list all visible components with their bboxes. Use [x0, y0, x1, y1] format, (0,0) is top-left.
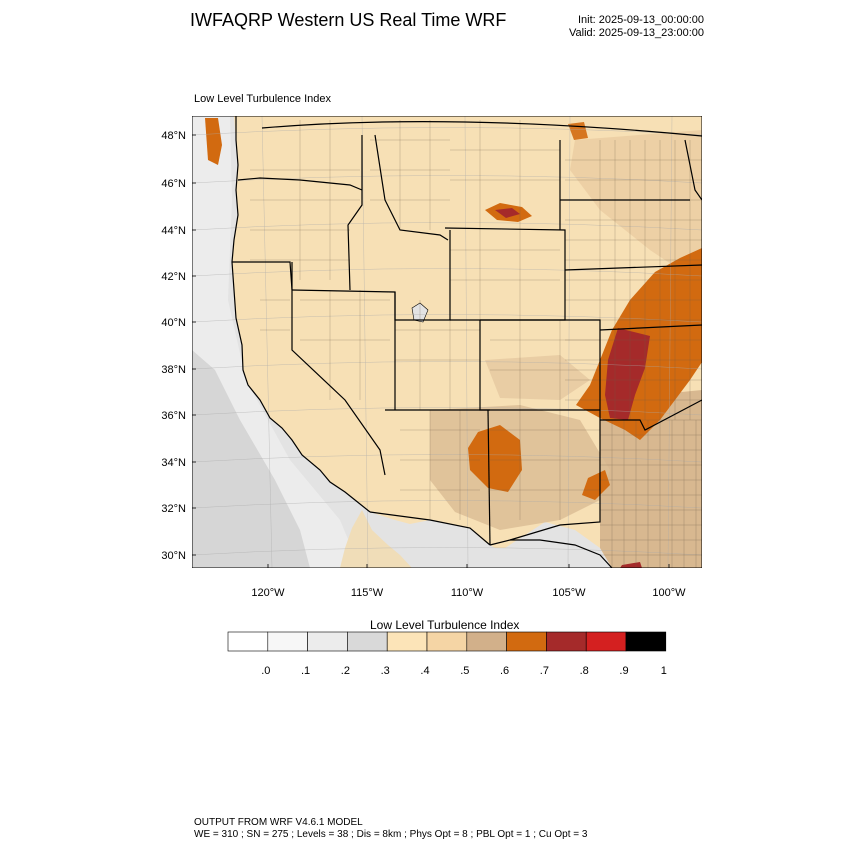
legend-swatch	[347, 631, 388, 652]
model-config: WE = 310 ; SN = 275 ; Levels = 38 ; Dis …	[194, 829, 588, 840]
graticule	[192, 116, 702, 568]
model-version: OUTPUT FROM WRF V4.6.1 MODEL	[194, 817, 363, 828]
valid-time: Valid: 2025-09-13_23:00:00	[569, 27, 704, 39]
legend-label: .7	[540, 665, 549, 677]
model-info-footer: OUTPUT FROM WRF V4.6.1 MODEL WE = 310 ; …	[194, 817, 587, 841]
run-time-info: Init: 2025-09-13_00:00:00 Valid: 2025-09…	[569, 14, 704, 40]
high-turbulence-coast	[205, 118, 222, 165]
legend-label: .1	[301, 665, 310, 677]
legend-swatch	[227, 631, 269, 652]
high-turbulence-nm	[582, 470, 610, 500]
color-legend: .0 .1 .2 .3 .4 .5 .6 .7 .8 .9 1	[227, 631, 667, 677]
legend-swatch	[307, 631, 348, 652]
legend-labels: .0 .1 .2 .3 .4 .5 .6 .7 .8 .9 1	[261, 665, 667, 677]
legend-title: Low Level Turbulence Index	[370, 618, 520, 632]
border-mexico-south	[510, 539, 613, 568]
legend-swatch	[506, 631, 547, 652]
lon-label: 120°W	[251, 587, 285, 599]
legend-swatch	[466, 631, 507, 652]
legend-swatch	[386, 631, 428, 652]
init-time: Init: 2025-09-13_00:00:00	[578, 14, 704, 26]
lat-label: 34°N	[161, 457, 186, 469]
border-nv-ca	[291, 262, 386, 476]
lat-label: 44°N	[161, 225, 186, 237]
map-body	[192, 116, 702, 568]
legend-label: .2	[341, 665, 350, 677]
state-borders	[231, 116, 702, 568]
legend-label: .8	[580, 665, 589, 677]
county-lines	[250, 120, 702, 568]
very-high-turbulence-texas	[620, 562, 642, 568]
legend-swatch	[625, 631, 667, 652]
border-nm-tx	[489, 410, 601, 546]
legend-swatch	[267, 631, 308, 652]
tan-patch-texas	[600, 390, 702, 568]
legend-swatch	[585, 631, 627, 652]
lat-label: 48°N	[161, 130, 186, 142]
latitude-axis: 48°N 46°N 44°N 42°N 40°N 38°N 36°N 34°N …	[161, 130, 186, 562]
legend-label: .5	[460, 665, 469, 677]
baja-land	[340, 510, 412, 568]
legend-label: .3	[381, 665, 390, 677]
border-az-nm	[487, 409, 491, 546]
axis-ticks	[192, 134, 670, 568]
longitude-axis: 120°W 115°W 110°W 105°W 100°W	[251, 587, 686, 599]
lat-label: 36°N	[161, 410, 186, 422]
lat-label: 30°N	[161, 550, 186, 562]
border-nebraska	[564, 264, 702, 271]
tan-patch-colorado	[485, 355, 590, 400]
lon-label: 115°W	[351, 587, 384, 599]
border-az-mexico	[369, 511, 491, 546]
lat-label: 38°N	[161, 364, 186, 376]
border-idaho-west	[347, 135, 363, 291]
lat-label: 42°N	[161, 271, 186, 283]
plot-title: IWFAQRP Western US Real Time WRF	[190, 10, 507, 30]
very-high-turbulence-core	[605, 328, 650, 420]
lon-label: 105°W	[552, 587, 586, 599]
legend-label: 1	[661, 665, 667, 677]
legend-swatch	[546, 631, 587, 652]
legend-swatches	[227, 631, 667, 652]
legend-label: .0	[261, 665, 270, 677]
border-utah-wy	[394, 230, 451, 321]
high-turbulence-southwest	[468, 425, 522, 492]
border-canada	[261, 121, 702, 137]
map-figure: 48°N 46°N 44°N 42°N 40°N 38°N 36°N 34°N …	[161, 116, 702, 599]
lat-label: 46°N	[161, 178, 186, 190]
legend-label: .4	[420, 665, 429, 677]
lon-label: 110°W	[451, 587, 484, 599]
lat-label: 32°N	[161, 503, 186, 515]
border-minnesota	[684, 139, 702, 201]
lon-label: 100°W	[652, 587, 686, 599]
legend-label: .9	[619, 665, 628, 677]
border-idaho-east	[374, 134, 449, 241]
legend-label: .6	[500, 665, 509, 677]
legend-swatch	[426, 631, 468, 652]
very-high-turbulence-wyoming	[495, 208, 520, 218]
border-wa-or	[237, 177, 363, 191]
border-kansas	[599, 324, 702, 331]
map-subtitle: Low Level Turbulence Index	[194, 93, 331, 105]
coastline	[231, 116, 371, 513]
lat-label: 40°N	[161, 317, 186, 329]
border-or-ca	[232, 261, 293, 291]
border-texas	[600, 399, 702, 431]
